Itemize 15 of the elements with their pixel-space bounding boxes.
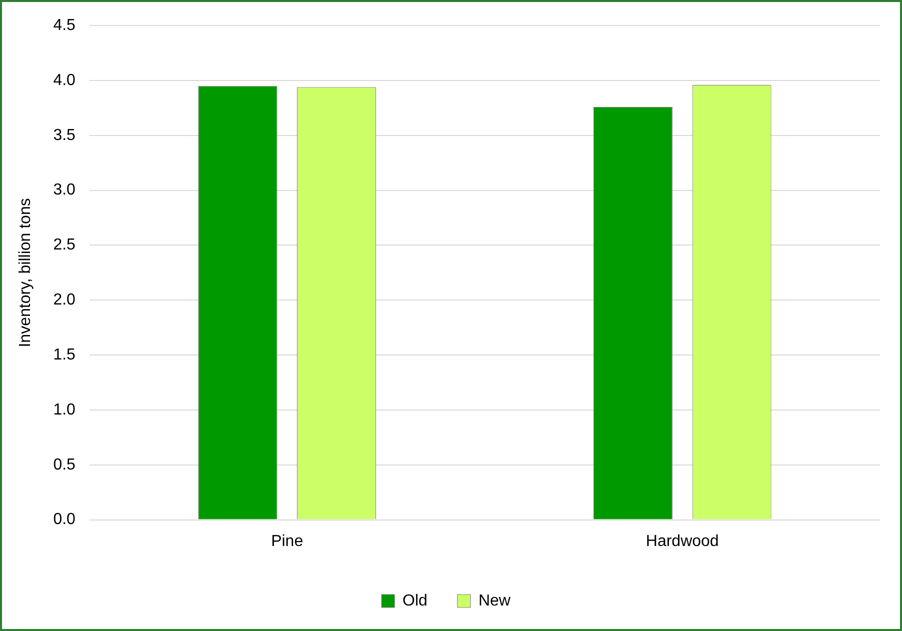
text: 2.0 [53, 292, 76, 309]
y-tick-label: 3.5 [53, 126, 76, 144]
y-tick-label: 0.5 [53, 456, 76, 474]
legend-label: Old [402, 592, 428, 610]
y-tick-label: 4.5 [53, 17, 76, 34]
x-tick-label: Hardwood [646, 532, 719, 550]
text: 4.0 [53, 72, 76, 89]
y-tick-label: 1.5 [53, 346, 76, 364]
text: 0.0 [53, 511, 76, 528]
x-tick-label: Pine [271, 532, 304, 550]
legend-label: New [478, 592, 511, 610]
text: 3.0 [53, 182, 76, 199]
text: 1.0 [53, 401, 76, 418]
y-axis-title: Inventory, billion tons [17, 198, 34, 348]
y-tick-label: 2.5 [53, 236, 76, 254]
